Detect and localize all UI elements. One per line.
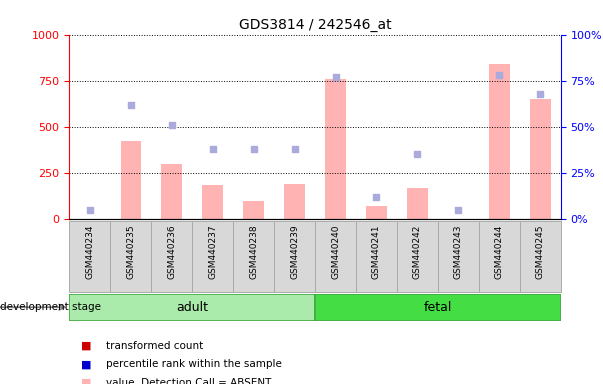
Bar	[479, 221, 520, 292]
Text: GSM440237: GSM440237	[208, 224, 217, 279]
Bar	[315, 294, 561, 321]
Text: GSM440244: GSM440244	[495, 224, 504, 279]
Bar	[520, 221, 561, 292]
Point	[126, 101, 136, 108]
Text: GSM440239: GSM440239	[290, 224, 299, 279]
Text: development stage: development stage	[0, 302, 101, 312]
Point	[412, 151, 422, 157]
Text: GSM440234: GSM440234	[85, 224, 94, 279]
Point	[290, 146, 300, 152]
Bar	[233, 221, 274, 292]
Point	[371, 194, 381, 200]
Text: adult: adult	[176, 301, 208, 314]
Text: ■: ■	[81, 378, 92, 384]
Bar	[69, 294, 315, 321]
Text: GSM440242: GSM440242	[413, 224, 422, 279]
Bar	[203, 185, 223, 219]
Point	[208, 146, 218, 152]
Title: GDS3814 / 242546_at: GDS3814 / 242546_at	[239, 18, 391, 32]
Point	[330, 74, 340, 80]
Bar	[69, 221, 110, 292]
Text: GSM440238: GSM440238	[249, 224, 258, 279]
Point	[494, 72, 504, 78]
Bar	[110, 221, 151, 292]
Bar	[285, 184, 305, 219]
Point	[85, 207, 95, 213]
Bar	[274, 221, 315, 292]
Bar	[151, 221, 192, 292]
Text: ■: ■	[81, 341, 92, 351]
Point	[249, 146, 259, 152]
Text: percentile rank within the sample: percentile rank within the sample	[106, 359, 282, 369]
Text: GSM440240: GSM440240	[331, 224, 340, 279]
Bar	[244, 201, 264, 219]
Bar	[325, 79, 346, 219]
Point	[167, 122, 177, 128]
Bar	[489, 64, 510, 219]
Bar	[192, 221, 233, 292]
Bar	[162, 164, 182, 219]
Bar	[438, 221, 479, 292]
Bar	[407, 187, 428, 219]
Text: GSM440243: GSM440243	[454, 224, 463, 279]
Bar	[315, 221, 356, 292]
Text: value, Detection Call = ABSENT: value, Detection Call = ABSENT	[106, 378, 271, 384]
Bar	[356, 221, 397, 292]
Point	[453, 207, 463, 213]
Bar	[530, 99, 551, 219]
Bar	[121, 141, 141, 219]
Text: GSM440235: GSM440235	[126, 224, 135, 279]
Text: ■: ■	[81, 359, 92, 369]
Point	[535, 91, 545, 97]
Text: GSM440241: GSM440241	[372, 224, 381, 279]
Bar	[397, 221, 438, 292]
Bar	[366, 206, 387, 219]
Text: fetal: fetal	[424, 301, 452, 314]
Text: GSM440236: GSM440236	[167, 224, 176, 279]
Text: GSM440245: GSM440245	[536, 224, 545, 279]
Text: transformed count: transformed count	[106, 341, 203, 351]
